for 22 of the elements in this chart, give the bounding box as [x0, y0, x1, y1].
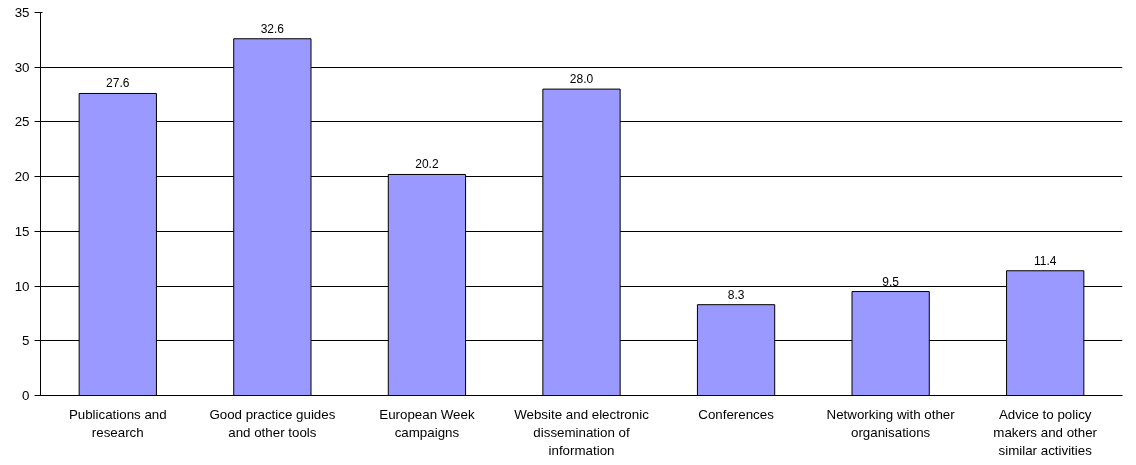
- y-tick-label: 15: [14, 223, 30, 239]
- x-tick-label: Conferences: [698, 406, 775, 422]
- data-label: 28.0: [569, 72, 594, 87]
- x-tick-label: Advice to policy makers and other similar activities: [993, 406, 1098, 458]
- data-label: 8.3: [727, 287, 745, 302]
- data-label: 32.6: [260, 21, 285, 36]
- y-tick-label: 5: [22, 333, 30, 349]
- y-tick-label: 20: [14, 169, 30, 185]
- y-tick-label: 30: [14, 59, 30, 75]
- x-tick-label: Publications and research: [68, 406, 167, 440]
- y-tick-label: 10: [14, 278, 30, 294]
- data-label: 9.5: [882, 274, 900, 289]
- y-tick-label: 0: [22, 388, 30, 403]
- x-tick-label: European Week campaigns: [379, 406, 475, 440]
- x-tick-label: Good practice guides and other tools: [209, 406, 336, 440]
- y-tick-label: 25: [14, 114, 30, 130]
- x-tick-label: Website and electronic dissemination of information: [514, 406, 650, 458]
- x-tick-label: Networking with other organisations: [826, 406, 956, 440]
- y-tick-label: 35: [14, 5, 30, 20]
- data-label: 20.2: [415, 157, 439, 172]
- data-label: 11.4: [1033, 253, 1057, 268]
- data-label: 27.6: [106, 76, 130, 91]
